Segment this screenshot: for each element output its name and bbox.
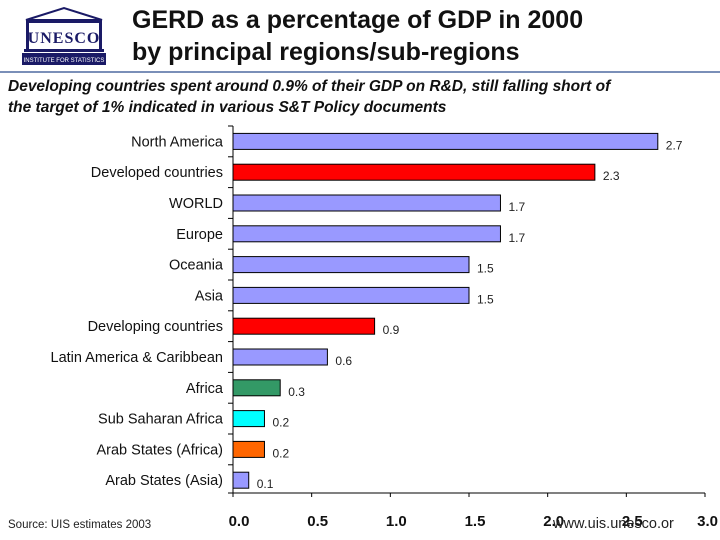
x-tick-label: 1.5 <box>465 513 486 530</box>
bar-oceania <box>232 256 470 274</box>
subtitle-line-2: the target of 1% indicated in various S&… <box>8 99 447 116</box>
category-label: WORLD <box>169 196 223 212</box>
category-label: Sub Saharan Africa <box>98 412 224 428</box>
value-label: 1.5 <box>477 262 494 276</box>
category-label: Latin America & Caribbean <box>51 350 224 366</box>
value-label: 0.9 <box>383 323 400 337</box>
value-label: 1.5 <box>477 292 494 306</box>
source-note: Source: UIS estimates 2003 <box>8 519 152 531</box>
bar-world <box>232 194 501 212</box>
bar-asia <box>232 286 470 304</box>
value-label: 0.6 <box>335 354 352 368</box>
x-tick-label: 0.5 <box>307 513 328 530</box>
unesco-logo: UNESCO INSTITUTE FOR STATISTICS <box>22 6 106 65</box>
bar-arab-states-africa- <box>232 440 265 458</box>
bar-developing-countries <box>232 317 376 335</box>
bar-sub-saharan-africa <box>232 410 265 428</box>
category-label: Oceania <box>169 258 224 274</box>
value-label: 1.7 <box>508 231 525 245</box>
subtitle-line-1: Developing countries spent around 0.9% o… <box>8 78 611 95</box>
bar-africa <box>232 379 281 397</box>
gerd-bar-chart: North America 2.7 Developed countries 2.3 WO… <box>51 125 718 530</box>
header: UNESCO INSTITUTE FOR STATISTICS GERD as … <box>0 0 720 74</box>
category-label: Arab States (Africa) <box>96 442 223 458</box>
value-label: 2.7 <box>666 138 683 152</box>
bar-north-america <box>232 132 659 150</box>
x-tick-label: 2.5 <box>622 513 643 530</box>
value-label: 0.3 <box>288 385 305 399</box>
category-label: Europe <box>176 227 223 243</box>
x-tick-label: 2.0 <box>543 513 564 530</box>
value-label: 2.3 <box>603 169 620 183</box>
title-line-2: by principal regions/sub-regions <box>132 38 520 66</box>
bar-europe <box>232 225 501 243</box>
header-divider <box>0 71 720 73</box>
website-url: www.uis.unesco.or <box>553 516 674 532</box>
bar-developed-countries <box>232 163 596 181</box>
value-label: 1.7 <box>508 200 525 214</box>
logo-caption: INSTITUTE FOR STATISTICS <box>24 58 105 64</box>
category-label: Asia <box>195 288 224 304</box>
category-label: North America <box>131 134 224 150</box>
logo-wordmark: UNESCO <box>28 30 101 47</box>
bar-arab-states-asia- <box>232 471 250 489</box>
value-label: 0.2 <box>272 446 289 460</box>
value-label: 0.2 <box>272 416 289 430</box>
bar-latin-america-caribbean <box>232 348 328 366</box>
value-label: 0.1 <box>257 477 274 491</box>
x-tick-label: 1.0 <box>386 513 407 530</box>
category-label: Africa <box>186 381 224 397</box>
x-tick-label: 3.0 <box>697 513 718 530</box>
category-label: Arab States (Asia) <box>105 473 223 489</box>
x-tick-label: 0.0 <box>229 513 250 530</box>
category-label: Developed countries <box>91 165 223 181</box>
category-label: Developing countries <box>88 319 223 335</box>
page-title: GERD as a percentage of GDP in 2000 by p… <box>132 4 712 68</box>
title-line-1: GERD as a percentage of GDP in 2000 <box>132 6 584 34</box>
subtitle: Developing countries spent around 0.9% o… <box>8 76 720 118</box>
